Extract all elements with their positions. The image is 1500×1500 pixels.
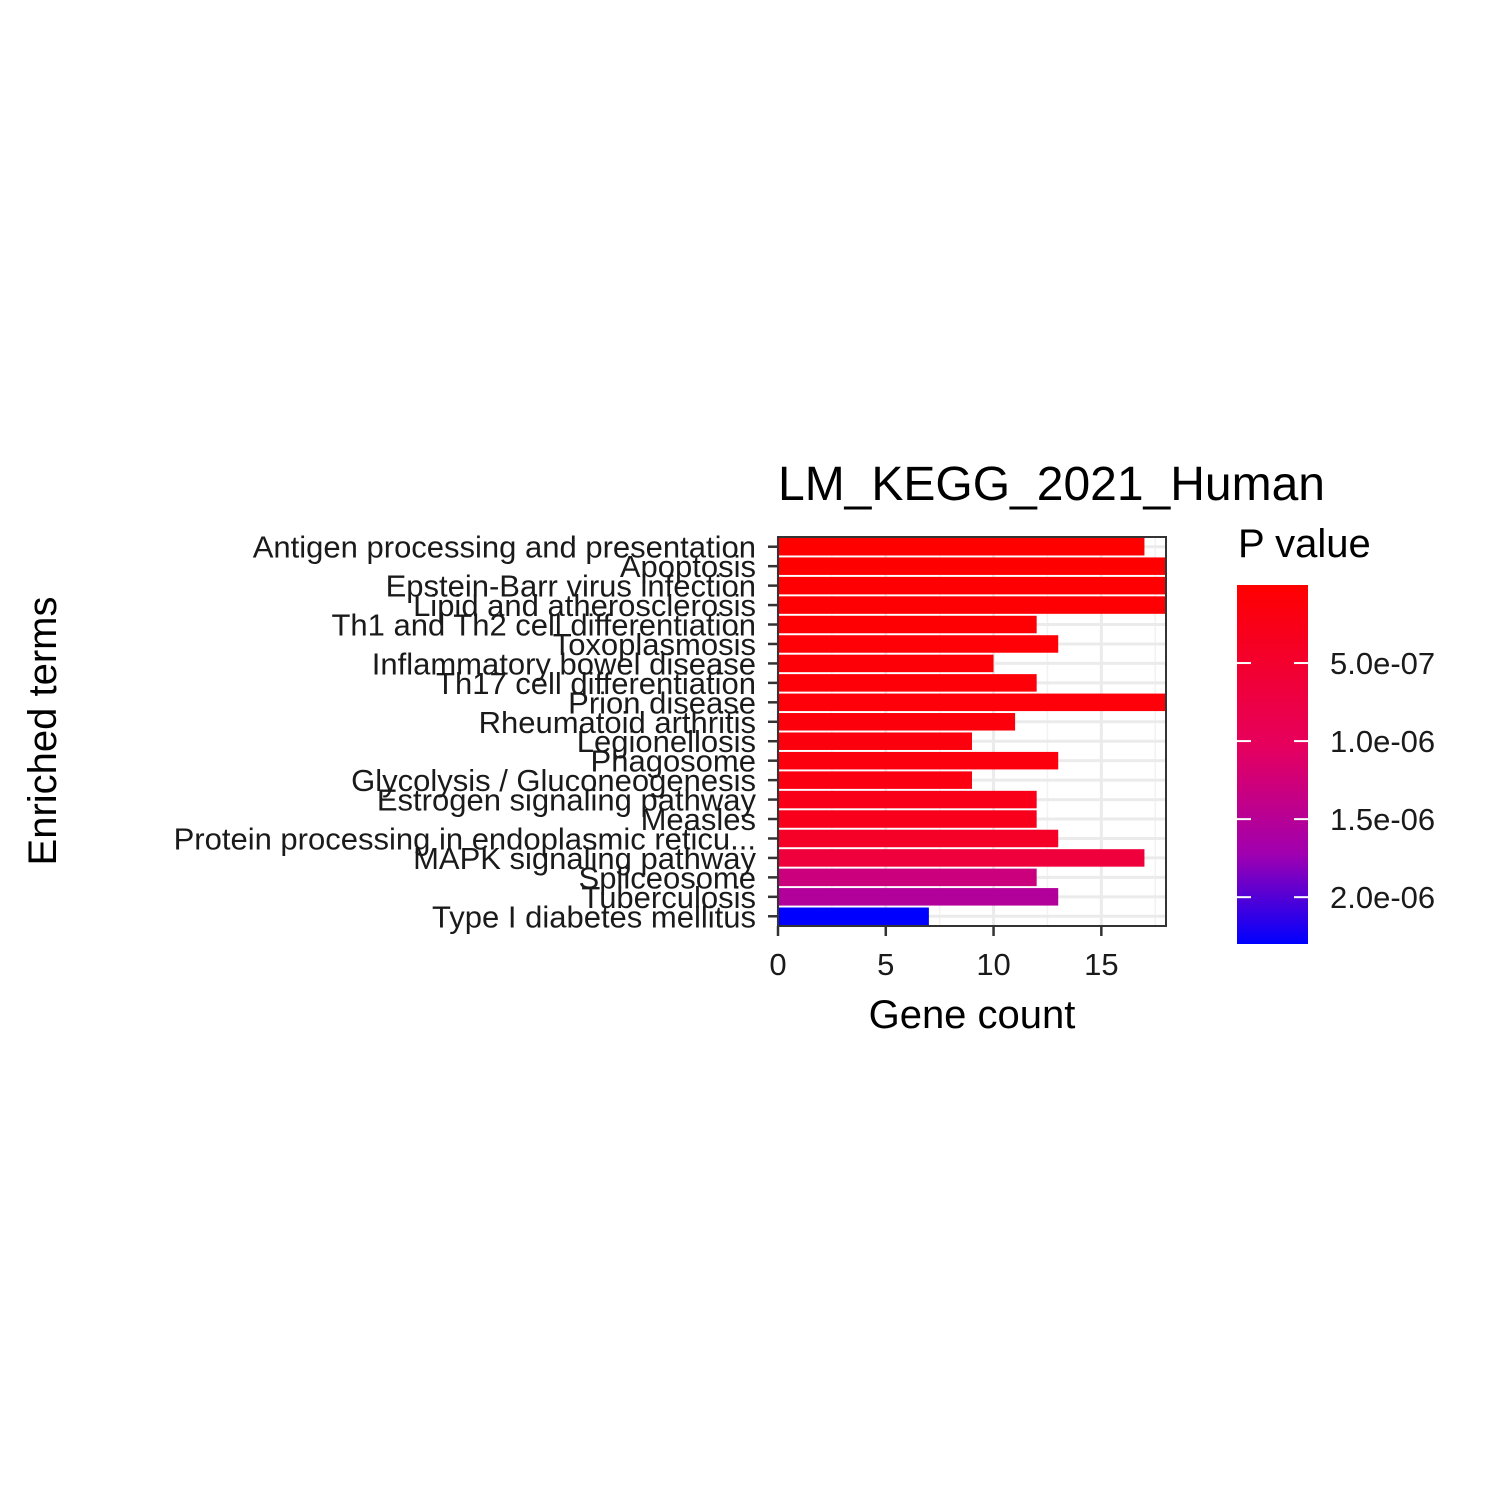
y-tick-label: Protein processing in endoplasmic reticu…: [174, 821, 756, 856]
plot-panel: [776, 536, 1167, 927]
y-tick-label: Rheumatoid arthritis: [479, 705, 756, 740]
y-tick-label: Epstein-Barr virus infection: [386, 569, 756, 604]
bar: [778, 810, 1037, 828]
bar: [778, 732, 972, 750]
bar: [778, 596, 1166, 614]
bar: [778, 537, 1145, 556]
y-tick-label: Type I diabetes mellitus: [432, 899, 756, 934]
bar: [778, 829, 1059, 848]
plot-background: [778, 537, 1166, 926]
bar: [778, 557, 1166, 575]
bar: [778, 751, 1059, 770]
y-tick-label: Lipid and atherosclerosis: [413, 588, 756, 623]
bar: [778, 849, 1145, 867]
y-tick-label: Toxoplasmosis: [553, 627, 756, 662]
y-tick-label: Legionellosis: [577, 724, 756, 759]
x-tick-label: 5: [877, 947, 894, 982]
y-tick-label: Th17 cell differentiation: [436, 666, 756, 701]
x-axis-title: Gene count: [869, 993, 1076, 1037]
legend-tick-label: 1.5e-06: [1330, 802, 1435, 837]
legend-ticks: 5.0e-07 1.0e-06 1.5e-06 2.0e-06: [1237, 646, 1435, 915]
y-tick-label: Inflammatory bowel disease: [372, 646, 756, 681]
bar: [778, 654, 994, 673]
x-tick-label: 15: [1084, 947, 1118, 982]
y-axis: Antigen processing and presentationApopt…: [174, 530, 778, 934]
bar: [778, 907, 929, 926]
y-tick-label: Glycolysis / Gluconeogenesis: [351, 763, 756, 798]
bars: [778, 537, 1166, 926]
x-axis: 0 5 10 15: [769, 926, 1119, 982]
bar: [778, 868, 1037, 887]
legend-tick-label: 1.0e-06: [1330, 724, 1435, 759]
bar: [778, 771, 972, 789]
legend-tick-label: 2.0e-06: [1330, 880, 1435, 915]
bar: [778, 674, 1037, 692]
y-tick-label: Estrogen signaling pathway: [377, 783, 757, 818]
bar: [778, 635, 1059, 653]
bar: [778, 693, 1166, 712]
bar: [778, 790, 1037, 809]
y-tick-label: Measles: [641, 802, 756, 837]
legend-tick-label: 5.0e-07: [1330, 646, 1435, 681]
bar: [778, 888, 1059, 906]
y-axis-title: Enriched terms: [21, 597, 65, 866]
y-tick-label: Prion disease: [568, 685, 756, 720]
y-tick-label: Apoptosis: [620, 549, 756, 584]
x-tick-label: 10: [976, 947, 1010, 982]
legend-colorbar: [1237, 585, 1308, 944]
y-tick-label: Th1 and Th2 cell differentiation: [331, 608, 756, 643]
y-tick-label: Tuberculosis: [581, 880, 756, 915]
y-tick-label: Antigen processing and presentation: [253, 530, 756, 565]
y-tick-label: Spliceosome: [579, 860, 756, 895]
bar: [778, 713, 1016, 731]
y-tick-label: MAPK signaling pathway: [413, 841, 756, 876]
chart-title: LM_KEGG_2021_Human: [778, 458, 1325, 511]
x-tick-label: 0: [769, 947, 786, 982]
legend: P value 5.0e-07 1.0e-06 1.5e-06 2.0e-06: [1237, 522, 1435, 944]
plot-border: [777, 536, 1167, 927]
y-tick-label: Phagosome: [591, 744, 756, 779]
bar: [778, 576, 1166, 595]
legend-title: P value: [1238, 522, 1371, 566]
bar: [778, 615, 1037, 634]
